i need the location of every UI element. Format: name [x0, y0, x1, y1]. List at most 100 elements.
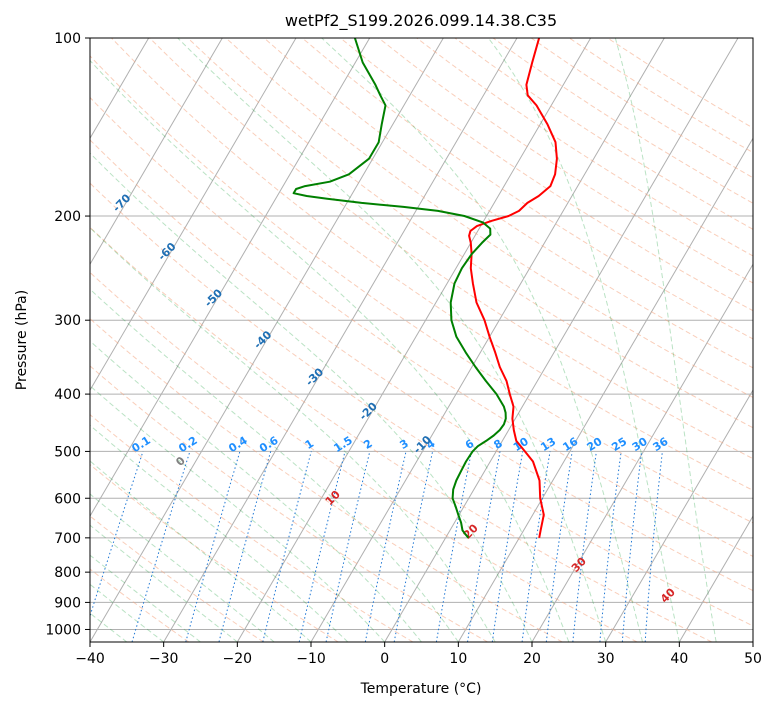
isotherm-label: -90	[21, 91, 44, 114]
mixing-ratio-label: 2	[361, 437, 374, 452]
dry-adiabat-line	[90, 413, 414, 642]
series-layer	[292, 38, 558, 539]
mixing-ratio-line	[621, 451, 643, 642]
dry-adiabat-line	[378, 38, 753, 284]
moist-adiabat-line	[90, 288, 459, 642]
dry-adiabat-line	[90, 96, 753, 557]
isotherm-line	[90, 38, 371, 518]
dry-adiabat-line	[301, 38, 753, 340]
mixing-ratio-line	[467, 451, 501, 642]
x-tick-label: 20	[523, 651, 541, 667]
moist-adiabat-line	[90, 524, 238, 642]
mixing-ratio-line	[218, 451, 272, 642]
dry-adiabat-line	[90, 226, 712, 642]
moist-adiabat-line	[90, 340, 422, 642]
dry-adiabat-line	[607, 38, 753, 129]
dewpoint-profile-line	[292, 38, 507, 539]
moist-adiabat-line	[321, 38, 643, 642]
moist-adiabat-line	[90, 424, 349, 642]
mixing-ratio-line	[435, 451, 472, 642]
moist-adiabat-line	[90, 152, 533, 642]
dry-adiabat-line	[90, 365, 488, 642]
moist-adiabat-line	[90, 59, 570, 642]
x-tick-label: −20	[223, 651, 253, 667]
dry-adiabat-line	[90, 318, 563, 642]
dry-adiabat-line	[90, 182, 753, 627]
y-tick-label: 900	[54, 595, 81, 611]
line-labels: 0.10.20.40.611.52346810131620253036-100-…	[21, 91, 678, 605]
moist-adiabat-line	[90, 583, 164, 642]
mixing-ratio-line	[521, 451, 551, 642]
dry-adiabat-line	[90, 271, 638, 642]
moist-adiabat-line	[90, 227, 496, 642]
mixing-ratio-line	[572, 451, 597, 642]
plot-frame	[89, 37, 754, 643]
x-tick-label: −40	[75, 651, 105, 667]
mixing-ratio-line	[262, 451, 312, 642]
y-tick-label: 400	[54, 387, 81, 403]
dry-adiabat-line	[416, 38, 753, 257]
mixing-ratio-label: 3	[397, 437, 410, 452]
y-tick-label: 300	[54, 313, 81, 329]
moist-adiabat-line	[90, 554, 201, 642]
moist-adiabat-line	[90, 493, 275, 642]
y-tick-label: 1000	[45, 622, 81, 638]
isotherm-line	[310, 38, 665, 642]
mixing-ratio-line	[491, 451, 524, 642]
dry-adiabat-line	[90, 515, 264, 642]
y-tick-label: 700	[54, 531, 81, 547]
dry-adiabat-line	[187, 38, 753, 429]
x-tick-label: 0	[380, 651, 389, 667]
isotherm-line	[531, 263, 753, 642]
isotherm-line	[90, 38, 297, 392]
dry-adiabat-line	[454, 38, 753, 230]
isotherm-line	[90, 38, 223, 266]
mixing-ratio-line	[185, 451, 241, 642]
moist-adiabat-line	[177, 38, 607, 642]
mixing-ratio-line	[393, 451, 434, 642]
y-tick-label: 100	[54, 31, 81, 47]
y-tick-label: 500	[54, 444, 81, 460]
isotherm-label: -80	[66, 141, 89, 164]
dry-adiabat-line	[530, 38, 753, 179]
dry-adiabat-line	[111, 38, 753, 491]
isotherm-line	[163, 38, 518, 642]
mixing-ratio-line	[131, 451, 191, 642]
isotherm-line	[605, 389, 753, 642]
x-tick-label: 50	[744, 651, 762, 667]
x-tick-label: 10	[449, 651, 467, 667]
isotherm-line	[0, 38, 75, 642]
isotherm-line	[90, 38, 444, 642]
axes: −40 −30 −20 −10 0 10 20 30 40 50 1000 900 800 700 600 5…	[45, 31, 762, 667]
isotherm-line	[0, 38, 1, 642]
temperature-profile-line	[468, 38, 558, 538]
mixing-ratio-line	[325, 451, 371, 642]
chart-title: wetPf2_S199.2026.099.14.38.C35	[285, 11, 557, 31]
isotherm-line	[752, 641, 753, 642]
isotherm-line	[384, 38, 739, 642]
x-tick-label: −10	[296, 651, 326, 667]
x-tick-label: −30	[149, 651, 179, 667]
moist-adiabat-line	[90, 385, 386, 642]
y-axis-label: Pressure (hPa)	[14, 290, 30, 390]
dry-adiabat-line	[225, 38, 753, 398]
isotherm-line	[678, 515, 753, 642]
moist-adiabat-line	[614, 38, 717, 642]
y-tick-label: 200	[54, 209, 81, 225]
x-tick-label: 30	[597, 651, 615, 667]
dry-adiabat-line	[90, 139, 753, 592]
y-tick-label: 800	[54, 565, 81, 581]
mixing-ratio-line	[298, 451, 346, 642]
moist-adiabat-line	[487, 38, 680, 642]
isotherm-line	[236, 38, 592, 642]
y-tick-label: 600	[54, 491, 81, 507]
x-tick-label: 40	[670, 651, 688, 667]
dry-adiabat-line	[340, 38, 753, 312]
mixing-ratio-line	[545, 451, 573, 642]
dry-adiabat-line	[90, 55, 753, 524]
mixing-ratio-line	[599, 451, 622, 642]
moist-adiabat-line	[90, 460, 312, 642]
background-grid	[0, 38, 753, 642]
x-axis-label: Temperature (°C)	[360, 681, 482, 697]
